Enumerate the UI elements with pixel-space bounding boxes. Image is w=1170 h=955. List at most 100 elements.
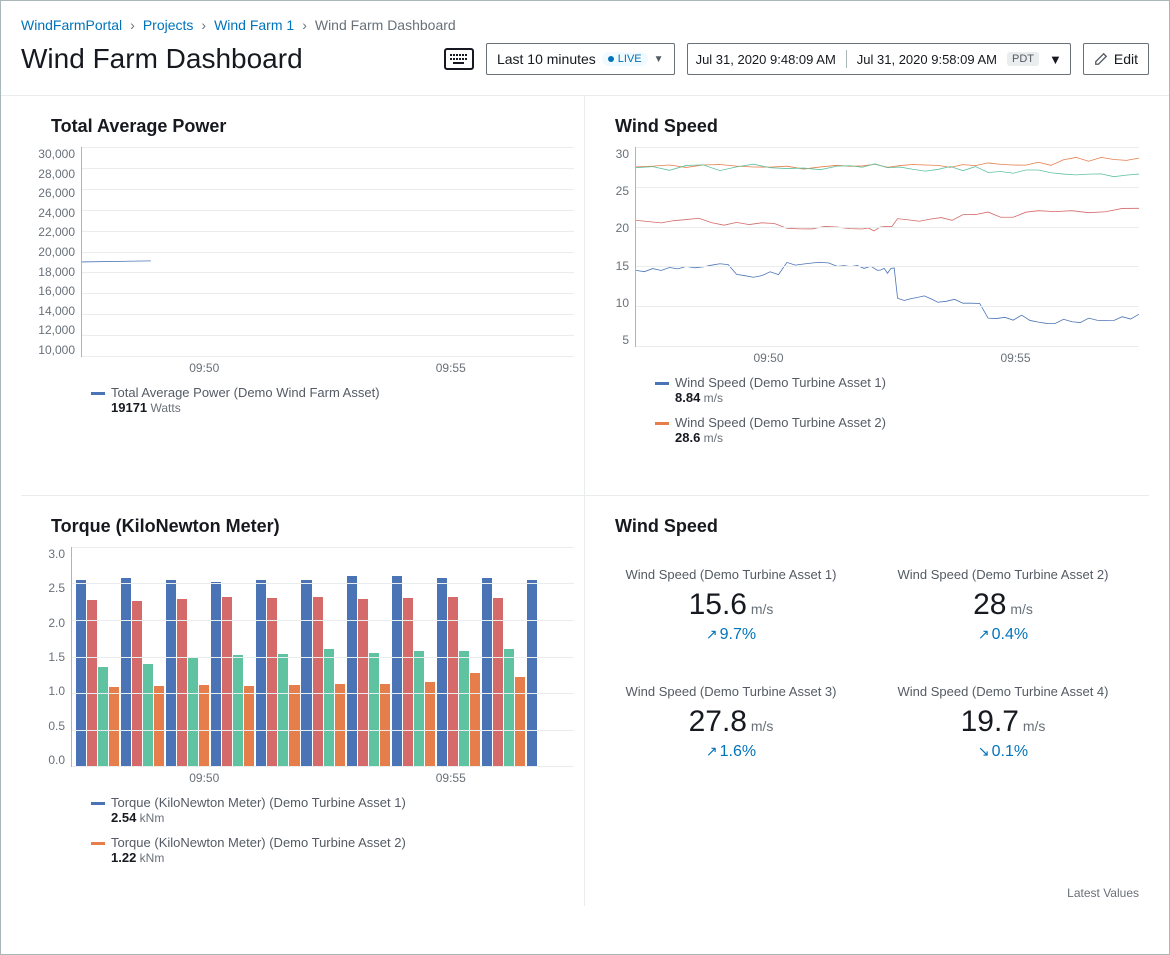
- bar: [244, 686, 254, 766]
- panel-title: Total Average Power: [31, 116, 574, 137]
- bar: [154, 686, 164, 766]
- bar: [256, 580, 266, 766]
- bar: [166, 580, 176, 766]
- kpi-delta: ↗9.7%: [605, 626, 857, 644]
- bar: [121, 578, 131, 766]
- bar: [369, 653, 379, 766]
- chevron-down-icon: ▼: [654, 54, 664, 65]
- bar: [313, 597, 323, 766]
- x-axis: 09:5009:55: [31, 361, 574, 375]
- legend: Wind Speed (Demo Turbine Asset 1)8.84 m/…: [595, 365, 1139, 455]
- edit-label: Edit: [1114, 51, 1138, 67]
- bar: [482, 578, 492, 766]
- bar: [392, 576, 402, 766]
- panel-title: Wind Speed: [595, 116, 1139, 137]
- time-range-label: Last 10 minutes: [497, 51, 596, 67]
- bar: [347, 576, 357, 766]
- kpi-value: 27.8 m/s: [605, 705, 857, 739]
- kpi-card: Wind Speed (Demo Turbine Asset 2) 28 m/s ↗…: [877, 567, 1129, 644]
- bar: [76, 580, 86, 766]
- bar: [211, 582, 221, 766]
- panel-total-average-power: Total Average Power 30,00028,00026,00024…: [21, 96, 585, 496]
- panel-torque: Torque (KiloNewton Meter) 3.02.52.01.51.…: [21, 496, 585, 906]
- kpi-delta: ↘0.1%: [877, 743, 1129, 761]
- keyboard-icon[interactable]: [444, 48, 474, 70]
- edit-button[interactable]: Edit: [1083, 43, 1149, 75]
- bar: [527, 580, 537, 766]
- bar: [335, 684, 345, 766]
- legend-item: Wind Speed (Demo Turbine Asset 1)8.84 m/…: [655, 375, 1129, 405]
- chevron-right-icon: ›: [302, 17, 307, 33]
- time-range-selector[interactable]: Last 10 minutes LIVE ▼: [486, 43, 675, 75]
- kpi-grid: Wind Speed (Demo Turbine Asset 1) 15.6 m/…: [595, 547, 1139, 781]
- edit-icon: [1094, 52, 1108, 66]
- bar: [437, 578, 447, 766]
- header: WindFarmPortal › Projects › Wind Farm 1 …: [1, 1, 1169, 96]
- legend-item: Wind Speed (Demo Turbine Asset 2)28.6 m/…: [655, 415, 1129, 445]
- bar: [143, 664, 153, 766]
- y-axis: 3.02.52.01.51.00.50.0: [31, 547, 71, 767]
- legend-item: Torque (KiloNewton Meter) (Demo Turbine …: [91, 795, 564, 825]
- bar: [278, 654, 288, 766]
- divider: [846, 50, 847, 68]
- line-chart: [635, 147, 1139, 347]
- breadcrumb-current: Wind Farm Dashboard: [315, 17, 456, 33]
- bar: [301, 580, 311, 766]
- panel-title: Wind Speed: [595, 516, 1139, 537]
- kpi-card: Wind Speed (Demo Turbine Asset 3) 27.8 m/…: [605, 684, 857, 761]
- bar: [222, 597, 232, 766]
- kpi-card: Wind Speed (Demo Turbine Asset 4)19.7 m/…: [877, 684, 1129, 761]
- bar: [448, 597, 458, 766]
- timezone-badge: PDT: [1007, 52, 1039, 66]
- trend-down-icon: ↘: [978, 743, 990, 759]
- kpi-label: Wind Speed (Demo Turbine Asset 1): [605, 567, 857, 582]
- bar: [504, 649, 514, 766]
- legend-item: Total Average Power (Demo Wind Farm Asse…: [91, 385, 564, 415]
- start-time: Jul 31, 2020 9:48:09 AM: [696, 52, 836, 67]
- bar: [87, 600, 97, 766]
- kpi-label: Wind Speed (Demo Turbine Asset 3): [605, 684, 857, 699]
- bar: [470, 673, 480, 766]
- breadcrumb-link[interactable]: Projects: [143, 17, 194, 33]
- kpi-value: 28 m/s: [877, 588, 1129, 622]
- panel-wind-speed-chart: Wind Speed 30252015105 09:5009:55 Wind S…: [585, 96, 1149, 496]
- trend-up-icon: ↗: [706, 626, 718, 642]
- kpi-value: 19.7 m/s: [877, 705, 1129, 739]
- dashboard-grid: Total Average Power 30,00028,00026,00024…: [1, 96, 1169, 906]
- chevron-right-icon: ›: [201, 17, 206, 33]
- bar: [132, 601, 142, 766]
- bar: [425, 682, 435, 766]
- x-axis: 09:5009:55: [31, 771, 574, 785]
- bar: [188, 657, 198, 767]
- kpi-delta: ↗0.4%: [877, 626, 1129, 644]
- x-axis: 09:5009:55: [595, 351, 1139, 365]
- breadcrumb-link[interactable]: Wind Farm 1: [214, 17, 294, 33]
- bar: [267, 598, 277, 766]
- bar: [177, 599, 187, 766]
- date-range-picker[interactable]: Jul 31, 2020 9:48:09 AM Jul 31, 2020 9:5…: [687, 43, 1071, 75]
- bar: [459, 651, 469, 766]
- line-chart: [81, 147, 574, 357]
- breadcrumb-link[interactable]: WindFarmPortal: [21, 17, 122, 33]
- kpi-label: Wind Speed (Demo Turbine Asset 2): [877, 567, 1129, 582]
- panel-title: Torque (KiloNewton Meter): [31, 516, 574, 537]
- kpi-value: 15.6 m/s: [605, 588, 857, 622]
- bar: [493, 598, 503, 766]
- bar: [380, 684, 390, 766]
- bar: [199, 685, 209, 766]
- bar: [403, 598, 413, 766]
- bar: [414, 651, 424, 766]
- bar: [233, 655, 243, 766]
- kpi-card: Wind Speed (Demo Turbine Asset 1) 15.6 m/…: [605, 567, 857, 644]
- live-badge: LIVE: [602, 52, 648, 66]
- panel-wind-speed-kpi: Wind Speed Wind Speed (Demo Turbine Asse…: [585, 496, 1149, 906]
- y-axis: 30,00028,00026,00024,00022,00020,00018,0…: [31, 147, 81, 357]
- page-title: Wind Farm Dashboard: [21, 43, 303, 75]
- bar: [358, 599, 368, 766]
- bar: [515, 677, 525, 766]
- bar: [324, 649, 334, 766]
- breadcrumb: WindFarmPortal › Projects › Wind Farm 1 …: [21, 17, 1149, 33]
- bar-chart: [71, 547, 574, 767]
- y-axis: 30252015105: [595, 147, 635, 347]
- latest-values-label: Latest Values: [1067, 886, 1139, 900]
